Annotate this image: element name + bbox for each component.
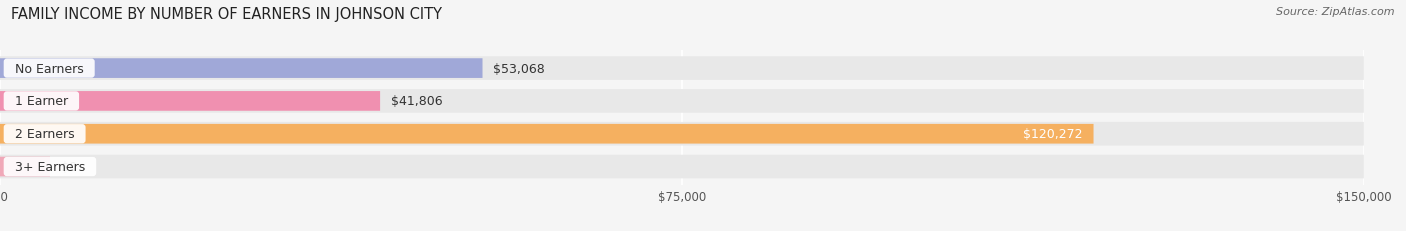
FancyBboxPatch shape [0, 155, 1364, 179]
Text: FAMILY INCOME BY NUMBER OF EARNERS IN JOHNSON CITY: FAMILY INCOME BY NUMBER OF EARNERS IN JO… [11, 7, 443, 22]
FancyBboxPatch shape [0, 124, 1094, 144]
Text: $41,806: $41,806 [391, 95, 443, 108]
Text: $53,068: $53,068 [494, 62, 546, 75]
Text: 1 Earner: 1 Earner [7, 95, 76, 108]
FancyBboxPatch shape [0, 57, 1364, 81]
Text: 3+ Earners: 3+ Earners [7, 160, 93, 173]
Text: $0: $0 [60, 160, 77, 173]
Text: $120,272: $120,272 [1024, 128, 1083, 141]
Text: No Earners: No Earners [7, 62, 91, 75]
FancyBboxPatch shape [0, 90, 1364, 113]
Text: Source: ZipAtlas.com: Source: ZipAtlas.com [1277, 7, 1395, 17]
FancyBboxPatch shape [0, 122, 1364, 146]
FancyBboxPatch shape [0, 59, 482, 79]
FancyBboxPatch shape [0, 157, 51, 177]
FancyBboxPatch shape [0, 92, 380, 111]
Text: 2 Earners: 2 Earners [7, 128, 83, 141]
